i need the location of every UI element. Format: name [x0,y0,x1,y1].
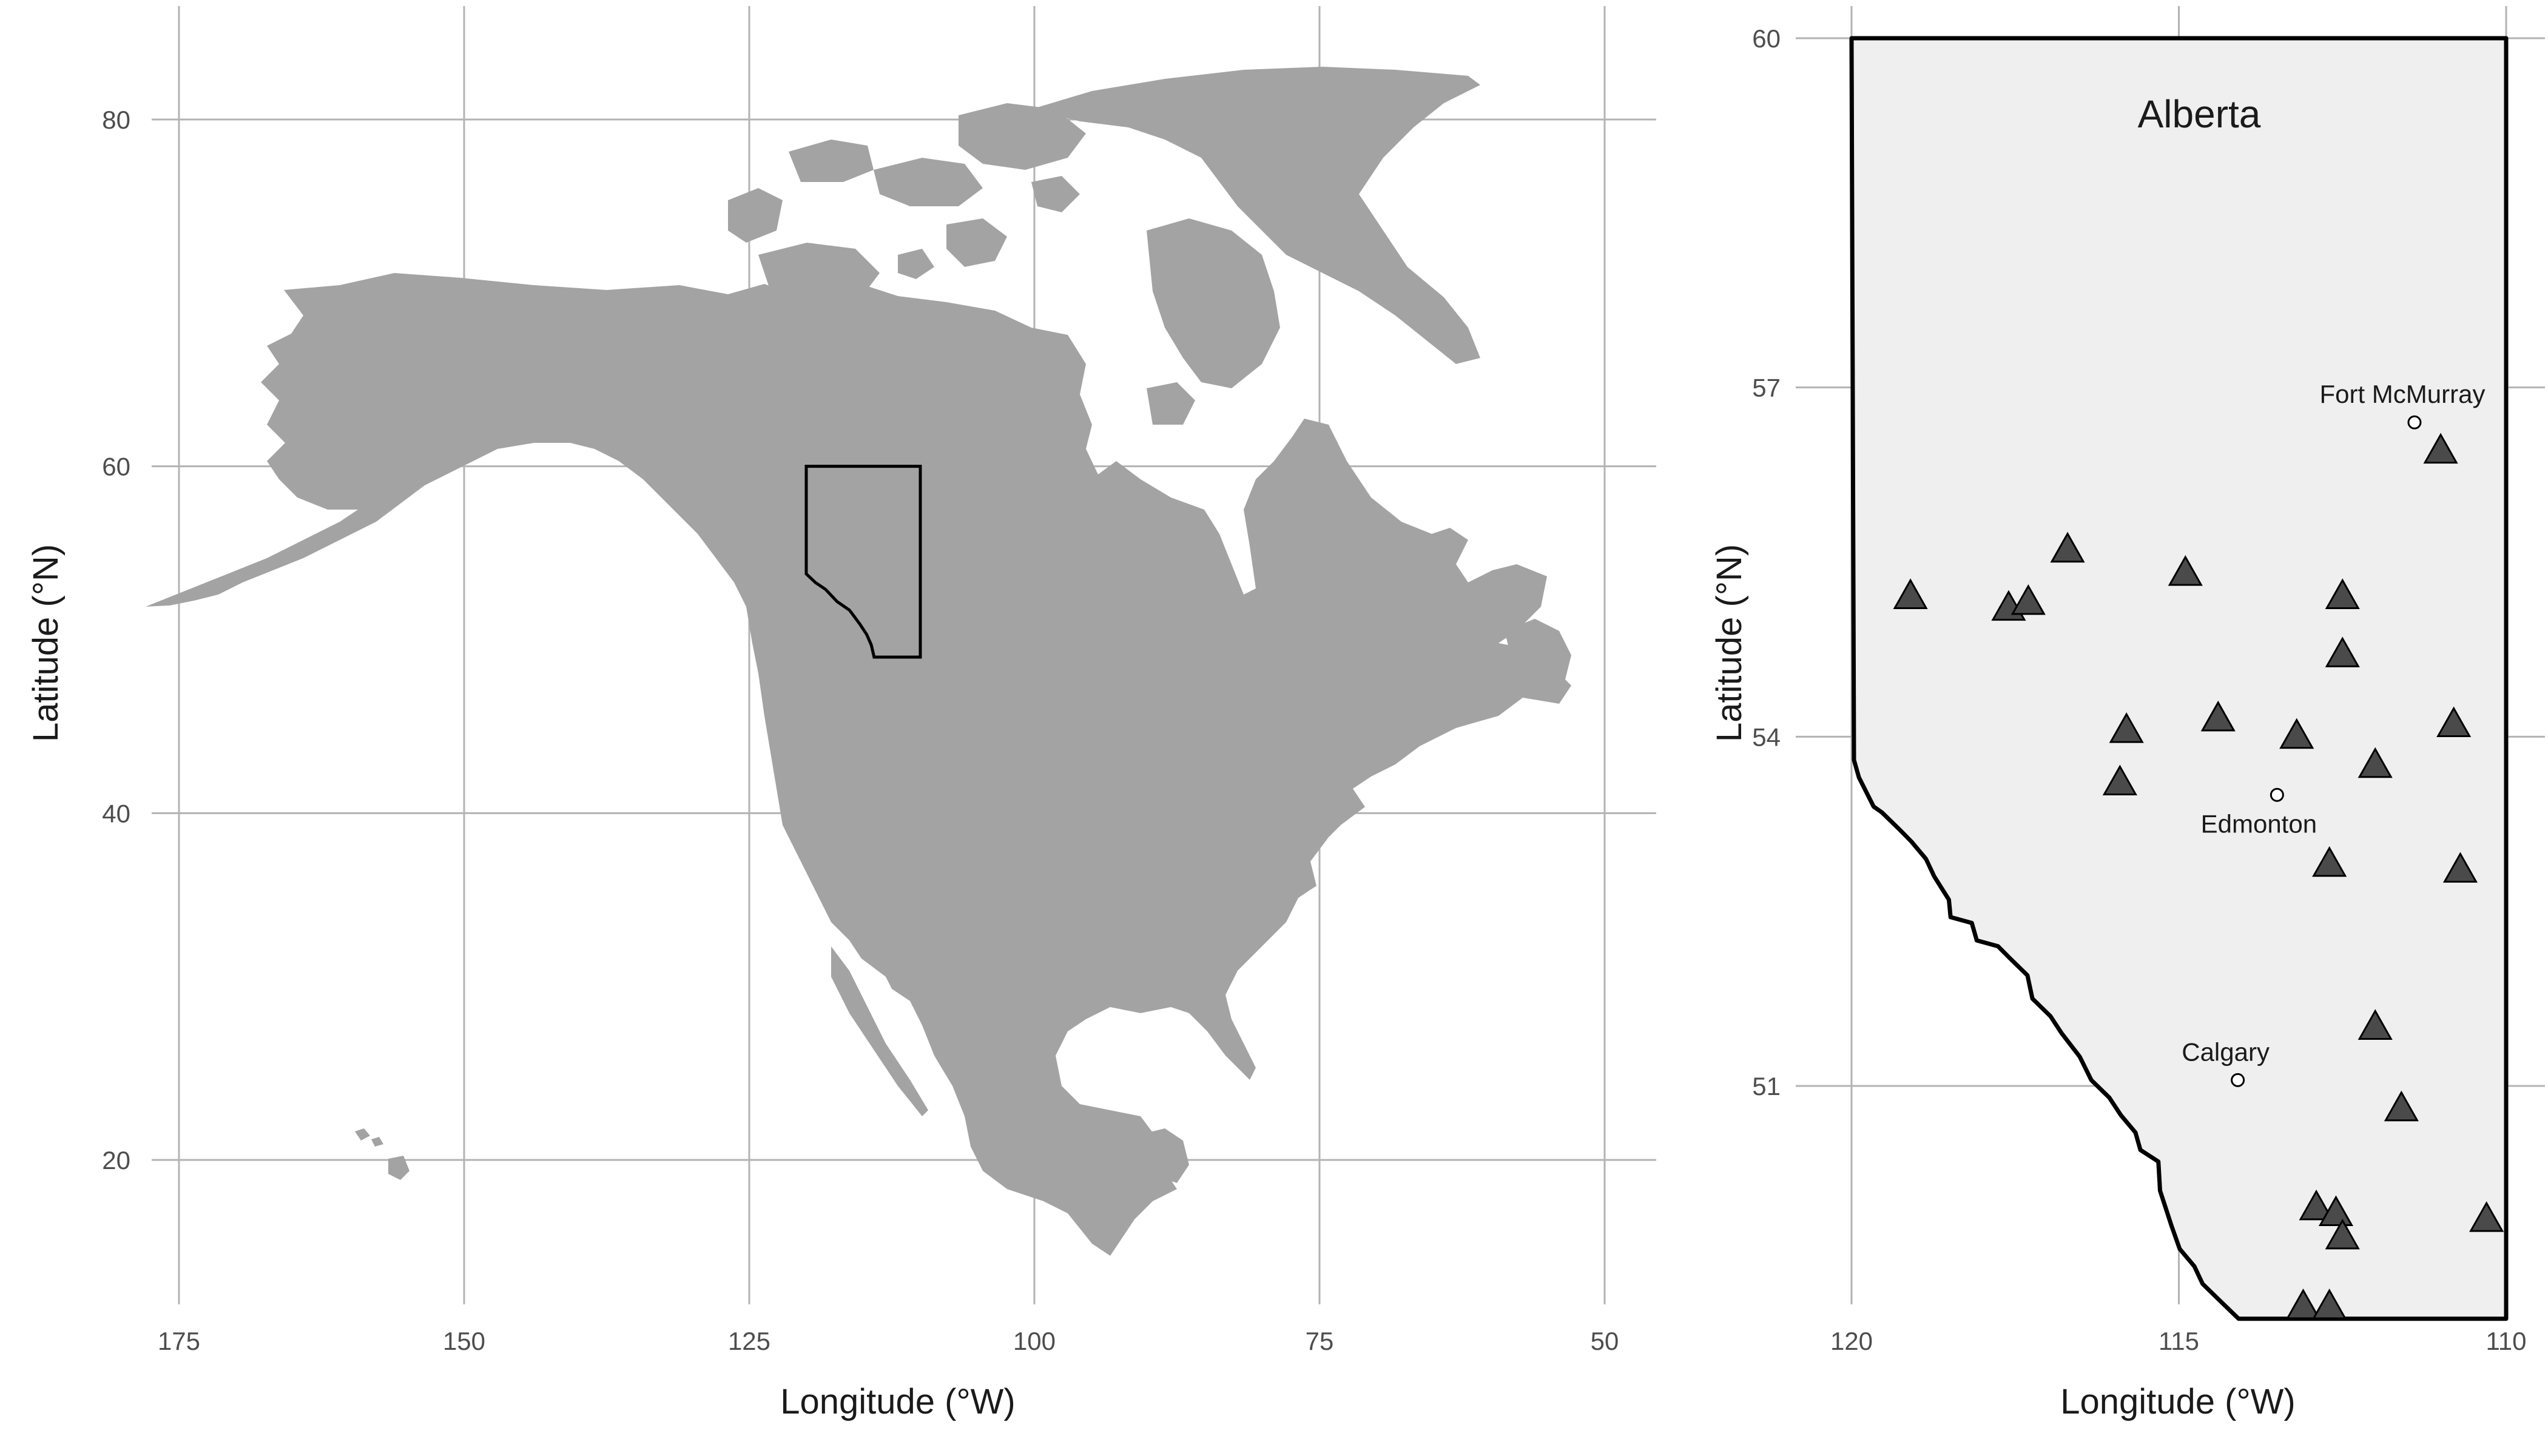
right-map-x-axis-title: Longitude (°W) [2060,1382,2295,1421]
left-x-tick-label: 100 [1013,1327,1056,1355]
left-x-tick-label: 175 [158,1327,200,1355]
newfoundland-shape [1505,619,1571,686]
station-triangle [2358,1009,2393,1040]
station-triangle [2469,1201,2504,1232]
baffin-island-shape [1147,218,1280,388]
right-x-tick-label: 115 [2159,1327,2199,1355]
station-markers [1893,433,2504,1320]
left-y-tick-label: 60 [102,453,130,481]
arctic-island-ellesmere [959,103,1086,170]
left-x-tick-label: 75 [1306,1327,1334,1355]
right-x-tick-label: 120 [1830,1327,1873,1355]
right-y-tick-label: 57 [1752,374,1781,402]
station-triangle [2312,846,2347,877]
left-x-tick-label: 50 [1591,1327,1619,1355]
right-map-x-tick-labels: 120 115 110 [1830,1327,2527,1355]
city-label: Edmonton [2201,809,2317,838]
station-triangle [2285,1288,2321,1320]
city-label: Fort McMurray [2319,380,2485,408]
right-map-y-tick-labels: 60 57 54 51 [1752,24,1781,1100]
city-label: Calgary [2182,1037,2270,1066]
station-triangle [2358,747,2393,778]
arctic-island-devon [874,158,983,206]
alberta-title: Alberta [2138,92,2261,136]
arctic-island-southampton [1147,382,1195,425]
hawaii-island-2 [355,1128,370,1141]
station-triangle [2436,706,2472,738]
alberta-province-shape [1849,36,2509,1321]
arctic-island-victoria [758,243,880,303]
arctic-island-banks [728,188,783,243]
left-y-tick-label: 20 [102,1146,130,1175]
right-y-tick-label: 60 [1752,24,1781,53]
left-x-tick-label: 150 [443,1327,485,1355]
north-america-map: 175 150 125 100 75 50 80 60 40 20 Longitude (°W)… [26,6,1656,1421]
station-triangle [2299,1189,2334,1221]
station-triangle [2325,636,2360,667]
arctic-island-somerset [946,218,1007,267]
hawaii-island-1 [388,1156,410,1180]
arctic-island-melville [789,140,874,182]
alberta-inset-outline [804,465,922,659]
station-triangle [2384,1090,2419,1122]
baja-california-shape [831,946,928,1116]
station-triangle [2423,433,2458,464]
arctic-island-small-1 [1031,176,1080,212]
greenland-shape [1031,67,1480,364]
station-triangle [2325,578,2360,609]
left-map-x-axis-title: Longitude (°W) [780,1382,1015,1421]
station-triangle [2010,584,2046,615]
station-triangle [2102,764,2137,795]
left-map-y-axis-title: Latitude (°N) [26,544,66,742]
hawaii-island-3 [371,1137,383,1147]
left-map-x-tick-labels: 175 150 125 100 75 50 [158,1327,1619,1355]
station-triangle [2325,1218,2360,1250]
station-triangle [2318,1195,2354,1226]
yucatan-shape [1141,1128,1189,1183]
left-y-tick-label: 40 [102,799,130,827]
right-map-y-axis-title: Latitude (°N) [1710,544,1749,742]
station-triangle [2168,555,2203,586]
station-triangle [2279,718,2314,749]
left-map-y-tick-labels: 80 60 40 20 [102,106,130,1175]
station-triangle [2050,531,2085,563]
north-america-landmass [146,67,1571,1256]
left-x-tick-label: 125 [728,1327,770,1355]
right-x-tick-label: 110 [2486,1327,2527,1355]
station-triangle [2200,700,2236,732]
station-triangle [1893,578,1928,609]
mainland-shape [146,273,1571,1256]
arctic-island-small-2 [898,249,934,279]
city-marker [2231,1073,2245,1087]
city-marker [2407,415,2422,430]
right-y-tick-label: 51 [1752,1072,1781,1100]
station-triangle [2312,1288,2347,1320]
right-y-tick-label: 54 [1752,723,1781,751]
left-y-tick-label: 80 [102,106,130,134]
city-marker [2270,787,2284,802]
alberta-map: Alberta Fort McMurray Edmonton Calgary 120… [1710,6,2545,1421]
station-triangle [2109,712,2144,743]
city-markers: Fort McMurray Edmonton Calgary [2182,380,2485,1087]
station-triangle [2442,852,2478,883]
